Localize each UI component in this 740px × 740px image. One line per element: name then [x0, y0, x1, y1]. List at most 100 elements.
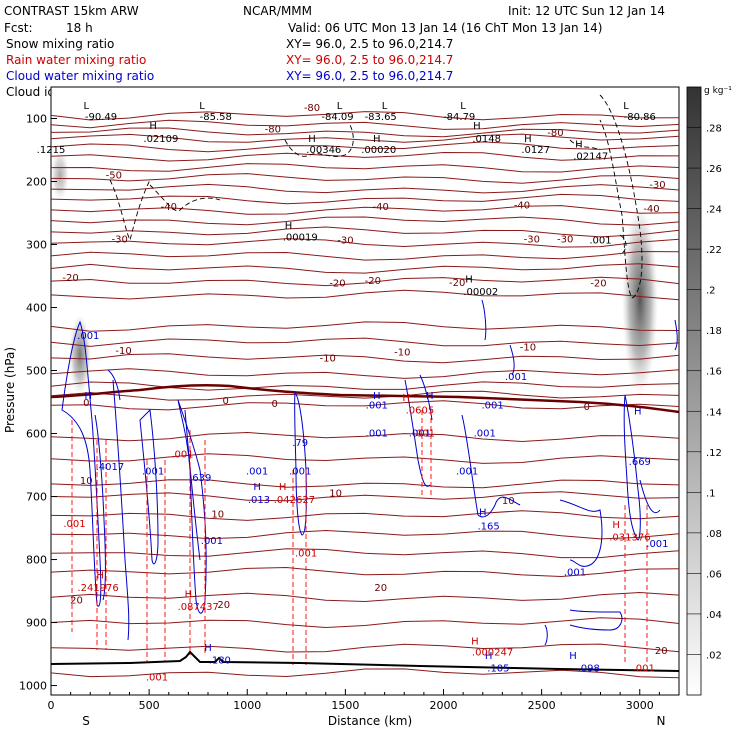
temperature-label: -10 [320, 354, 336, 365]
rain-label: H [471, 637, 479, 648]
isotherm-line [50, 453, 680, 464]
cloud-water-contours [61, 299, 678, 646]
colorbar-tick-label: .2 [706, 286, 716, 297]
colorbar-tick-label: .22 [706, 245, 722, 256]
rain-label: .0605 [406, 405, 435, 416]
model-title: CONTRAST 15km ARW [4, 4, 139, 18]
isotherm-line [50, 250, 680, 261]
north-label: N [657, 714, 666, 728]
isotherm-line [50, 566, 680, 578]
snow-label: L [199, 101, 205, 112]
rain-label: .001 [171, 450, 193, 461]
snow-label: H [373, 134, 381, 145]
rain-label: H [612, 520, 620, 531]
isotherm-line [50, 127, 680, 138]
y-tick-label: 500 [26, 365, 47, 378]
temperature-label: -40 [643, 204, 659, 215]
temperature-label: 10 [211, 509, 224, 520]
isotherm-line [50, 368, 680, 379]
cloud-water-label: H [373, 391, 381, 402]
x-axis-label: Distance (km) [328, 714, 412, 728]
snow-label: H [575, 140, 583, 151]
y-axis: 100 200 300 400 500 600 700 800 900 1000 [19, 113, 57, 693]
isotherm-line [50, 226, 680, 238]
temperature-label: -10 [394, 347, 410, 358]
colorbar-tick-label: .24 [706, 205, 722, 216]
snow-label: -85.58 [200, 112, 232, 123]
y-tick-label: 1000 [19, 680, 47, 693]
temperature-label: -20 [329, 279, 345, 290]
isotherm-line [50, 141, 680, 153]
colorbar-tick-label: .26 [706, 164, 722, 175]
isotherm-line [50, 510, 680, 521]
snow-contours [109, 94, 643, 299]
temperature-label: 10 [80, 476, 93, 487]
plot-frame [50, 86, 680, 696]
cloud-water-label: H [204, 643, 212, 654]
temperature-label: -20 [449, 278, 465, 289]
field-name: Rain water mixing ratio [6, 53, 146, 67]
isotherm-line [50, 529, 680, 540]
colorbar-tick-label: .08 [706, 529, 722, 540]
snow-label: H [465, 274, 473, 285]
temperature-label: -30 [112, 235, 128, 246]
zero-isotherm [50, 383, 680, 414]
isotherm-line [50, 337, 680, 347]
terrain-surface [50, 650, 680, 672]
colorbar-tick-label: .04 [706, 610, 722, 621]
cloud-water-label: .4017 [96, 462, 125, 473]
colorbar-unit: g kg⁻¹ [704, 86, 732, 96]
cloud-water-label: .001 [366, 400, 388, 411]
y-tick-label: 300 [26, 239, 47, 252]
temperature-label: -80 [265, 124, 281, 135]
cloud-water-label: .001 [246, 467, 268, 478]
colorbar-tick-label: .02 [706, 650, 722, 661]
x-tick-label: 2500 [528, 699, 556, 712]
cloud-water-label: .001 [409, 429, 431, 440]
org-title: NCAR/MMM [243, 4, 312, 18]
isotherm-line [50, 390, 680, 401]
temperature-label: -30 [524, 235, 540, 246]
rain-label: .031376 [609, 533, 650, 544]
temperature-isotherms [50, 111, 680, 679]
temperature-labels: -80 -80 -80 -50 -40 -40 -40 -40 -30 -30 -30 -30 -30 -… [62, 103, 667, 657]
colorbar-tick-label: .12 [706, 448, 722, 459]
snow-label: .1215 [37, 145, 66, 156]
field-xy: XY= 96.0, 2.5 to 96.0,214.7 [286, 69, 453, 83]
temperature-label: -50 [106, 170, 122, 181]
snow-label: H [473, 121, 481, 132]
cloud-water-label: .001 [201, 536, 223, 547]
isotherm-line [50, 617, 680, 629]
y-tick-label: 200 [26, 176, 47, 189]
snow-label: L [337, 101, 343, 112]
field-xy: XY= 96.0, 2.5 to 96.0,214.7 [286, 37, 453, 51]
x-tick-label: 1500 [331, 699, 359, 712]
rain-label: .087437 [178, 602, 219, 613]
temperature-label: 0 [272, 399, 278, 410]
temperature-label: 20 [70, 596, 83, 607]
y-tick-label: 400 [26, 302, 47, 315]
valid-time: Valid: 06 UTC Mon 13 Jan 14 (16 ChT Mon … [288, 21, 602, 35]
isotherm-line [50, 381, 680, 391]
snow-label: -83.65 [365, 112, 397, 123]
colorbar [686, 86, 702, 696]
rain-label: .241976 [77, 583, 118, 594]
temperature-label: -20 [62, 273, 78, 284]
isotherm-line [50, 668, 680, 679]
y-tick-label: 800 [26, 554, 47, 567]
x-tick-label: 3000 [626, 699, 654, 712]
colorbar-ticks: .02 .04 .06 .08 .1 .12 .14 .16 .18 .2 .22 .24 .26 .28 [687, 124, 722, 661]
colorbar-tick-label: .18 [706, 326, 722, 337]
snow-label: H [308, 134, 316, 145]
temperature-label: 20 [217, 600, 230, 611]
cloud-water-label: .001 [456, 467, 478, 478]
temperature-label: 10 [502, 496, 515, 507]
isotherm-line [50, 353, 680, 364]
cloud-water-label: .001 [474, 429, 496, 440]
temperature-label: -40 [373, 202, 389, 213]
temperature-label: -40 [514, 201, 530, 212]
x-axis: 0 500 1000 1500 2000 2500 3000 [48, 689, 660, 712]
temperature-label: -30 [557, 235, 573, 246]
isotherm-line [50, 643, 680, 653]
